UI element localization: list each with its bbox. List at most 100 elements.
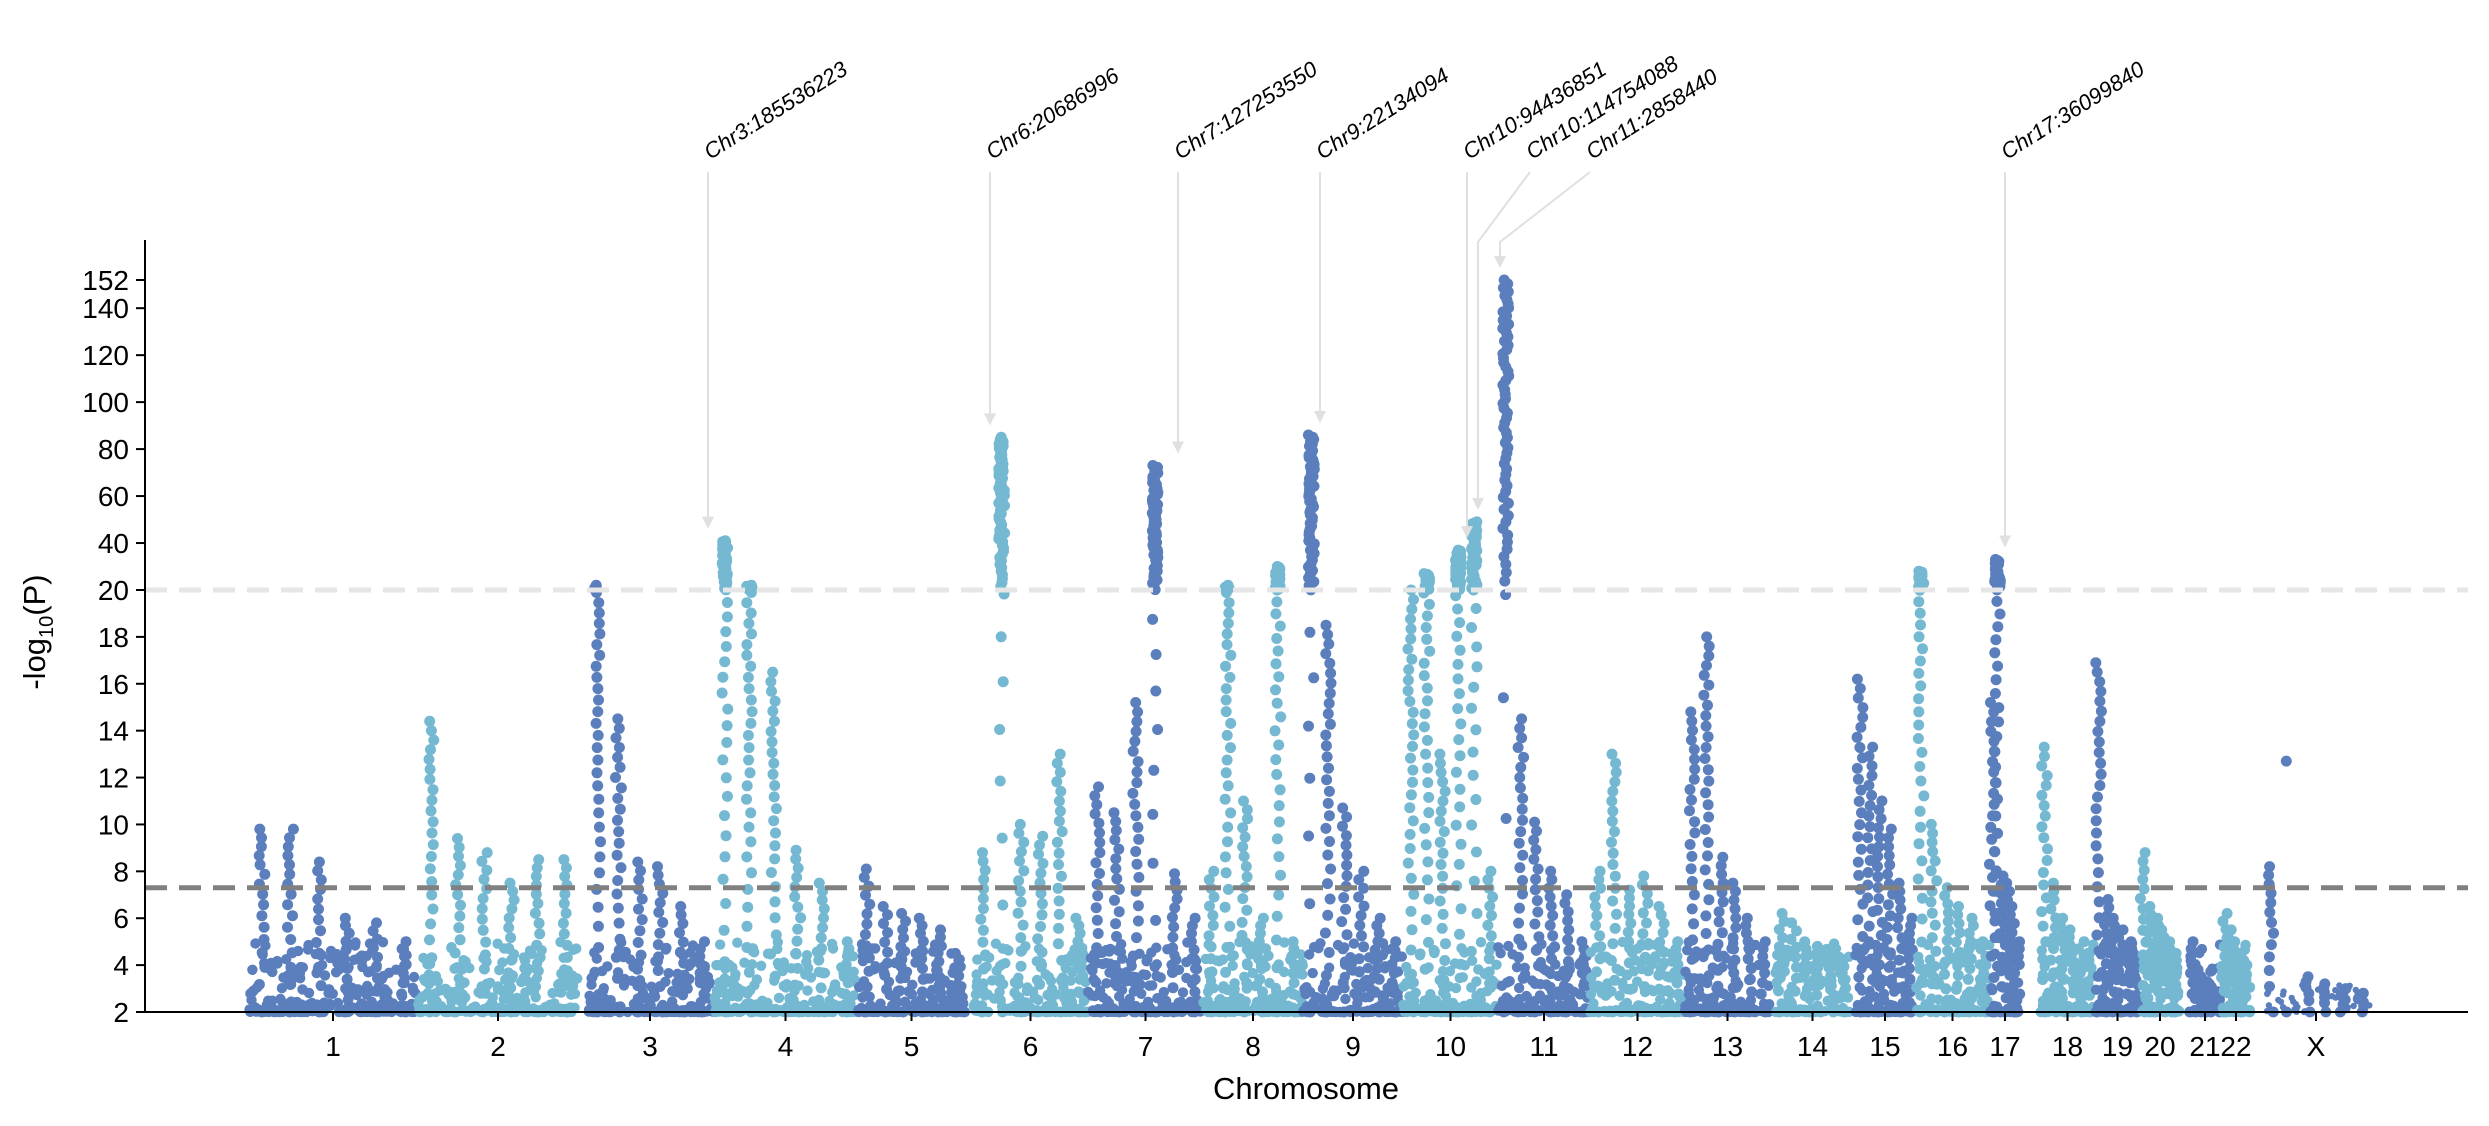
data-point (997, 676, 1009, 688)
data-point (1221, 639, 1233, 651)
data-point (258, 934, 270, 945)
data-point (791, 935, 803, 947)
data-point (1258, 998, 1269, 1009)
data-point (2134, 893, 2146, 904)
data-point (1514, 782, 1526, 794)
data-point (745, 607, 757, 619)
data-point (1341, 859, 1353, 871)
data-point (899, 972, 911, 984)
data-point (1256, 963, 1268, 974)
chromosome-10-points (1398, 516, 1502, 1018)
data-point (632, 937, 644, 948)
data-point (1623, 936, 1635, 948)
data-point (481, 847, 493, 859)
data-point (1549, 941, 1561, 953)
data-point (1436, 922, 1448, 934)
data-point (770, 929, 782, 941)
data-point (1883, 832, 1894, 844)
data-point (1595, 941, 1607, 953)
data-point (1219, 793, 1231, 805)
data-point (1883, 961, 1895, 973)
data-point (1851, 731, 1863, 743)
data-point (1514, 862, 1526, 874)
data-point (1545, 993, 1556, 1005)
data-point (1324, 687, 1336, 699)
data-point (977, 903, 989, 915)
data-point (1405, 752, 1416, 764)
data-point (611, 849, 623, 861)
data-point (1340, 830, 1352, 842)
data-point (1222, 617, 1234, 629)
data-point (1131, 777, 1143, 789)
data-point (2164, 936, 2176, 948)
data-point (1699, 753, 1711, 764)
data-point (612, 902, 624, 914)
data-point (1864, 800, 1876, 812)
data-point (2041, 855, 2053, 866)
data-point (2092, 970, 2104, 982)
data-point (1943, 925, 1955, 937)
data-point (746, 706, 758, 718)
data-point (755, 960, 767, 971)
data-point (1701, 631, 1713, 643)
data-point (1811, 970, 1823, 982)
data-point (342, 986, 354, 998)
data-point (1962, 973, 1974, 985)
data-point (1222, 780, 1234, 792)
data-point (427, 903, 439, 915)
data-point (1124, 993, 1135, 1005)
data-point (557, 917, 569, 929)
data-point (1700, 720, 1712, 732)
data-point (1516, 803, 1528, 815)
data-point (282, 899, 294, 911)
data-point (610, 732, 622, 744)
data-point (677, 918, 689, 929)
data-point (995, 631, 1007, 643)
data-point (1404, 828, 1416, 840)
data-point (633, 874, 645, 886)
data-point (486, 997, 497, 1009)
data-point (1147, 857, 1159, 869)
data-point (1916, 892, 1928, 904)
data-point (1673, 988, 1685, 1000)
data-point (1228, 950, 1240, 961)
data-point (1589, 891, 1601, 903)
data-point (741, 793, 752, 805)
data-point (881, 983, 893, 995)
data-point (742, 883, 754, 895)
data-point (1152, 724, 1164, 735)
data-point (1718, 988, 1730, 1000)
data-point (1113, 906, 1125, 918)
data-point (840, 959, 852, 970)
data-point (895, 950, 907, 962)
data-point (590, 660, 602, 672)
data-point (267, 995, 278, 1006)
data-point (1151, 942, 1162, 953)
data-point (1386, 959, 1398, 970)
data-point (732, 1005, 743, 1016)
data-point (1703, 640, 1715, 652)
data-point (1671, 977, 1683, 989)
data-point (2082, 947, 2094, 959)
data-point (1440, 991, 1452, 1002)
data-point (1785, 933, 1797, 945)
data-point (1700, 787, 1712, 799)
data-point (1404, 696, 1416, 707)
data-point (1963, 944, 1975, 956)
data-point (1728, 894, 1740, 906)
data-point (1421, 734, 1433, 746)
data-point (1223, 597, 1235, 609)
data-point (1893, 954, 1905, 966)
data-point (1132, 821, 1144, 833)
data-point (1989, 746, 2001, 758)
data-point (1101, 978, 1112, 989)
data-point (2152, 912, 2164, 924)
data-point (814, 999, 825, 1010)
data-point (1324, 657, 1336, 669)
data-point (1271, 633, 1283, 644)
data-point (2095, 705, 2107, 717)
data-point (612, 713, 624, 725)
data-point (426, 876, 438, 888)
data-point (1271, 934, 1282, 946)
data-point (882, 927, 894, 939)
